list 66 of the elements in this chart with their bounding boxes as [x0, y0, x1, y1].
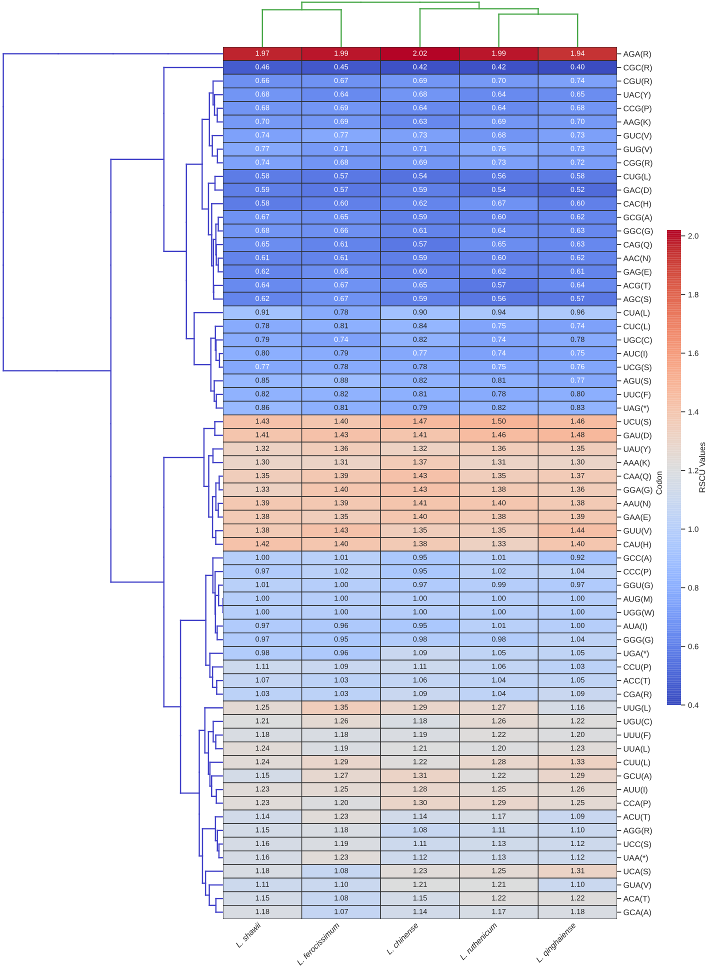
y-tick-label: GGG(G) — [624, 636, 654, 644]
y-tick-label: CGC(R) — [624, 64, 652, 72]
y-tick-label: AGG(R) — [623, 828, 652, 836]
y-tick-label: UUG(L) — [624, 704, 650, 712]
y-tick-label: GUC(V) — [624, 132, 652, 140]
y-tick-label: UGU(C) — [624, 718, 652, 726]
y-tick-label: UCA(S) — [624, 868, 650, 876]
y-tick-label: UUC(F) — [624, 392, 650, 400]
y-tick-label: CAU(H) — [624, 541, 651, 549]
y-tick-label: AAA(K) — [623, 460, 650, 468]
y-tick-label: ACC(T) — [623, 678, 650, 686]
y-tick-label: CCA(P) — [624, 800, 650, 808]
y-tick-label: AUA(I) — [623, 623, 647, 631]
y-tick-label: UAG(*) — [624, 405, 649, 413]
y-tick-label: GCG(A) — [624, 214, 652, 222]
y-tick-label: CUG(L) — [624, 174, 650, 182]
y-tick-label: AUU(I) — [623, 786, 648, 794]
y-axis-title: Codon — [656, 472, 662, 494]
y-tick-label: CCG(P) — [624, 105, 652, 113]
y-tick-label: AAC(N) — [623, 255, 650, 263]
y-tick-label: UAA(*) — [624, 854, 648, 862]
y-tick-label: GAC(D) — [624, 187, 652, 195]
y-tick-label: GCU(A) — [624, 773, 652, 781]
y-tick-label: UGG(W) — [624, 610, 654, 618]
y-tick-label: GCC(A) — [624, 555, 652, 563]
y-tick-label: AGC(S) — [623, 296, 651, 304]
y-tick-label: UGC(C) — [624, 337, 652, 345]
y-tick-label: CCC(P) — [624, 568, 651, 576]
y-tick-label: CUA(L) — [624, 310, 650, 318]
y-tick-label: ACA(T) — [623, 896, 650, 904]
y-tick-label: CGG(R) — [624, 160, 652, 168]
y-tick-label: CCU(P) — [624, 664, 651, 672]
color-bar-title: RSCU Values — [699, 442, 706, 492]
y-tick-label: CAG(Q) — [624, 242, 652, 250]
y-tick-label: UGA(*) — [624, 650, 649, 658]
y-tick-label: GGU(G) — [624, 582, 653, 590]
y-tick-label: GAA(E) — [624, 514, 650, 522]
y-tick-label: AGU(S) — [623, 378, 651, 386]
y-tick-label: CUU(L) — [624, 759, 650, 767]
y-tick-label: AAG(K) — [623, 119, 650, 127]
y-tick-label: GUA(V) — [624, 882, 651, 890]
y-tick-label: GAG(E) — [624, 268, 652, 276]
y-tick-label: CGA(R) — [624, 691, 652, 699]
y-tick-label: GAU(D) — [624, 432, 652, 440]
y-tick-label: UUA(L) — [624, 746, 650, 754]
y-tick-label: UAU(Y) — [624, 446, 650, 454]
y-tick-label: CAC(H) — [624, 200, 651, 208]
y-tick-label: AAU(N) — [623, 500, 650, 508]
y-tick-label: UUU(F) — [624, 732, 650, 740]
y-tick-label: ACG(T) — [623, 282, 650, 290]
y-tick-label: AGA(R) — [623, 50, 651, 58]
y-tick-label: GGC(G) — [624, 228, 653, 236]
y-tick-label: CAA(Q) — [624, 473, 651, 481]
y-tick-label: UAC(Y) — [624, 92, 650, 100]
y-tick-label: UCU(S) — [624, 418, 651, 426]
y-tick-label: GUU(V) — [624, 528, 652, 536]
y-tick-label: GGA(G) — [624, 486, 652, 494]
y-tick-label: GCA(A) — [624, 909, 651, 917]
y-tick-label: ACU(T) — [623, 814, 650, 822]
y-tick-label: UCG(S) — [624, 364, 652, 372]
y-tick-label: UCC(S) — [624, 841, 651, 849]
y-tick-label: GUG(V) — [624, 146, 652, 154]
y-tick-label: CUC(L) — [624, 323, 650, 331]
y-tick-label: CGU(R) — [624, 78, 652, 86]
y-tick-label: AUG(M) — [623, 596, 652, 604]
y-tick-label: AUC(I) — [623, 350, 648, 358]
